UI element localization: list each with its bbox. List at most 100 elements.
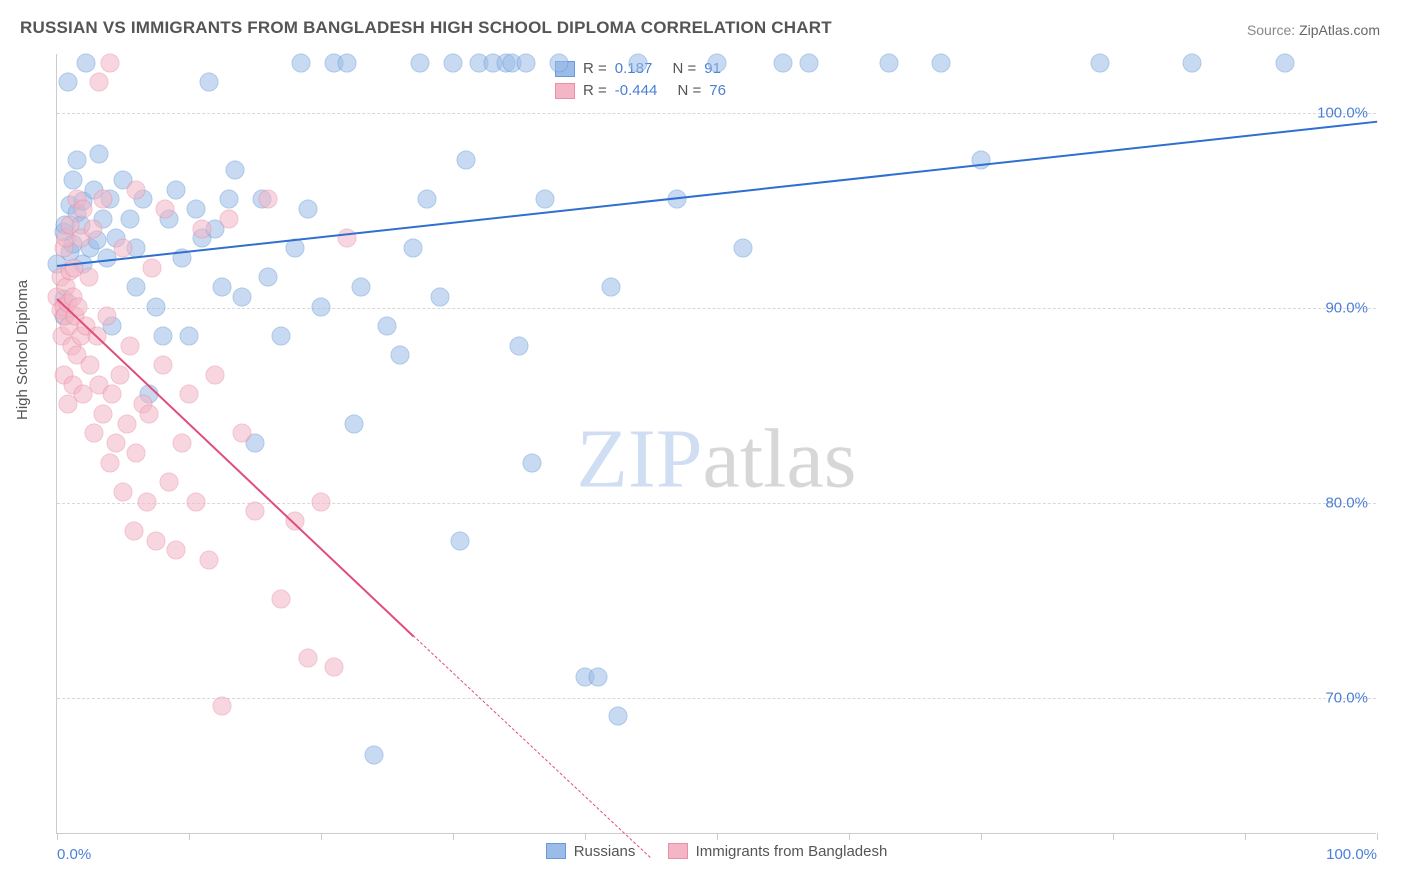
scatter-point <box>94 404 113 423</box>
watermark: ZIPatlas <box>577 411 857 508</box>
legend-bottom: Russians Immigrants from Bangladesh <box>57 843 1376 864</box>
scatter-point <box>166 541 185 560</box>
scatter-point <box>153 356 172 375</box>
gridline <box>57 308 1376 309</box>
n-label: N = <box>672 58 696 80</box>
scatter-point <box>1275 53 1294 72</box>
scatter-point <box>312 492 331 511</box>
x-tick <box>717 833 718 840</box>
scatter-point <box>609 707 628 726</box>
x-tick <box>321 833 322 840</box>
scatter-point <box>457 151 476 170</box>
scatter-point <box>180 385 199 404</box>
scatter-point <box>259 190 278 209</box>
scatter-point <box>94 190 113 209</box>
scatter-point <box>602 278 621 297</box>
scatter-point <box>77 53 96 72</box>
x-tick-label: 0.0% <box>57 846 91 863</box>
scatter-point <box>213 278 232 297</box>
scatter-point <box>345 414 364 433</box>
scatter-point <box>186 492 205 511</box>
scatter-point <box>147 297 166 316</box>
scatter-point <box>351 278 370 297</box>
scatter-point <box>186 200 205 219</box>
scatter-point <box>199 551 218 570</box>
scatter-point <box>430 287 449 306</box>
scatter-point <box>734 239 753 258</box>
scatter-point <box>510 336 529 355</box>
scatter-point <box>226 161 245 180</box>
legend-item-russians: Russians <box>546 843 636 860</box>
chart-title: RUSSIAN VS IMMIGRANTS FROM BANGLADESH HI… <box>20 18 832 38</box>
scatter-point <box>232 424 251 443</box>
scatter-point <box>127 180 146 199</box>
x-tick <box>849 833 850 840</box>
watermark-atlas: atlas <box>703 413 857 506</box>
scatter-point <box>972 151 991 170</box>
n-label: N = <box>677 80 701 102</box>
scatter-point <box>932 53 951 72</box>
scatter-point <box>417 190 436 209</box>
scatter-point <box>774 53 793 72</box>
scatter-point <box>444 53 463 72</box>
scatter-point <box>325 658 344 677</box>
scatter-point <box>83 219 102 238</box>
y-tick-label: 80.0% <box>1325 494 1368 511</box>
scatter-point <box>120 336 139 355</box>
scatter-point <box>67 151 86 170</box>
scatter-point <box>117 414 136 433</box>
scatter-point <box>156 200 175 219</box>
scatter-point <box>312 297 331 316</box>
scatter-point <box>628 53 647 72</box>
scatter-point <box>364 746 383 765</box>
scatter-point <box>107 434 126 453</box>
source-label: Source: <box>1247 22 1295 38</box>
swatch-bangladesh <box>555 83 575 99</box>
scatter-point <box>173 434 192 453</box>
scatter-point <box>160 473 179 492</box>
scatter-point <box>147 531 166 550</box>
y-axis-label: High School Diploma <box>14 280 31 420</box>
r-value-bangladesh: -0.444 <box>615 80 658 102</box>
scatter-point <box>100 53 119 72</box>
scatter-point <box>1090 53 1109 72</box>
legend-label-bangladesh: Immigrants from Bangladesh <box>696 843 888 860</box>
scatter-point <box>523 453 542 472</box>
scatter-point <box>206 365 225 384</box>
scatter-point <box>338 53 357 72</box>
scatter-point <box>232 287 251 306</box>
scatter-point <box>199 73 218 92</box>
scatter-point <box>63 170 82 189</box>
scatter-point <box>708 53 727 72</box>
x-tick <box>1245 833 1246 840</box>
watermark-zip: ZIP <box>577 413 703 506</box>
scatter-point <box>111 365 130 384</box>
scatter-point <box>298 648 317 667</box>
r-label: R = <box>583 58 607 80</box>
scatter-point <box>391 346 410 365</box>
scatter-point <box>180 326 199 345</box>
scatter-point <box>90 145 109 164</box>
scatter-point <box>1183 53 1202 72</box>
stats-row-bangladesh: R = -0.444 N = 76 <box>555 80 726 102</box>
scatter-point <box>536 190 555 209</box>
x-tick <box>1113 833 1114 840</box>
r-label: R = <box>583 80 607 102</box>
swatch-russians-bottom <box>546 843 566 859</box>
scatter-point <box>285 512 304 531</box>
legend-item-bangladesh: Immigrants from Bangladesh <box>668 843 888 860</box>
scatter-point <box>140 404 159 423</box>
scatter-point <box>114 482 133 501</box>
scatter-point <box>589 668 608 687</box>
trend-line-extrapolated <box>413 635 651 858</box>
gridline <box>57 698 1376 699</box>
scatter-point <box>114 239 133 258</box>
scatter-point <box>219 190 238 209</box>
scatter-point <box>58 73 77 92</box>
y-tick-label: 90.0% <box>1325 299 1368 316</box>
scatter-point <box>84 424 103 443</box>
scatter-point <box>378 317 397 336</box>
scatter-point <box>98 307 117 326</box>
scatter-point <box>90 73 109 92</box>
scatter-point <box>800 53 819 72</box>
